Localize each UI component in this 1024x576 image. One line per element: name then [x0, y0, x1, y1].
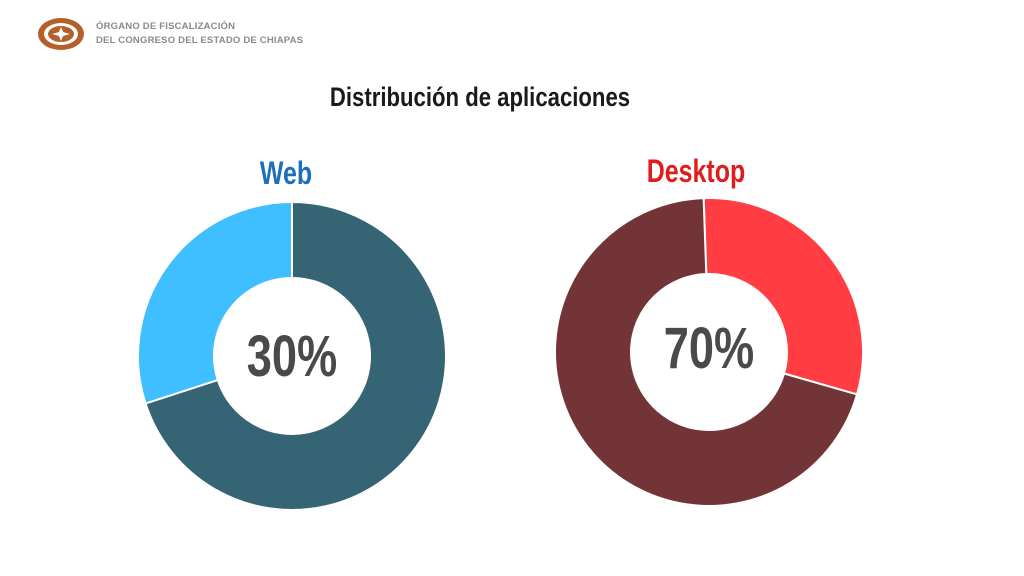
web-slice — [137, 200, 293, 405]
organization-logo-icon — [38, 18, 84, 50]
header: ÓRGANO DE FISCALIZACIÓN DEL CONGRESO DEL… — [36, 16, 303, 52]
desktop-remainder-slice — [554, 197, 859, 507]
organization-name: ÓRGANO DE FISCALIZACIÓN DEL CONGRESO DEL… — [96, 20, 303, 48]
chart-title-desktop: Desktop — [646, 153, 746, 189]
center-percentage-label: 30% — [247, 325, 338, 390]
center-percentage-label: 70% — [664, 317, 755, 382]
donut-chart-web: 30% — [137, 200, 447, 511]
org-name-line-2: DEL CONGRESO DEL ESTADO DE CHIAPAS — [96, 35, 304, 46]
web-remainder-slice — [144, 200, 447, 511]
slide-title: Distribución de aplicaciones — [329, 82, 631, 112]
chart-title-web: Web — [259, 155, 313, 191]
org-name-line-1: ÓRGANO DE FISCALIZACIÓN — [96, 21, 236, 32]
donut-chart-desktop: 70% — [554, 197, 864, 507]
desktop-slice — [702, 197, 864, 396]
